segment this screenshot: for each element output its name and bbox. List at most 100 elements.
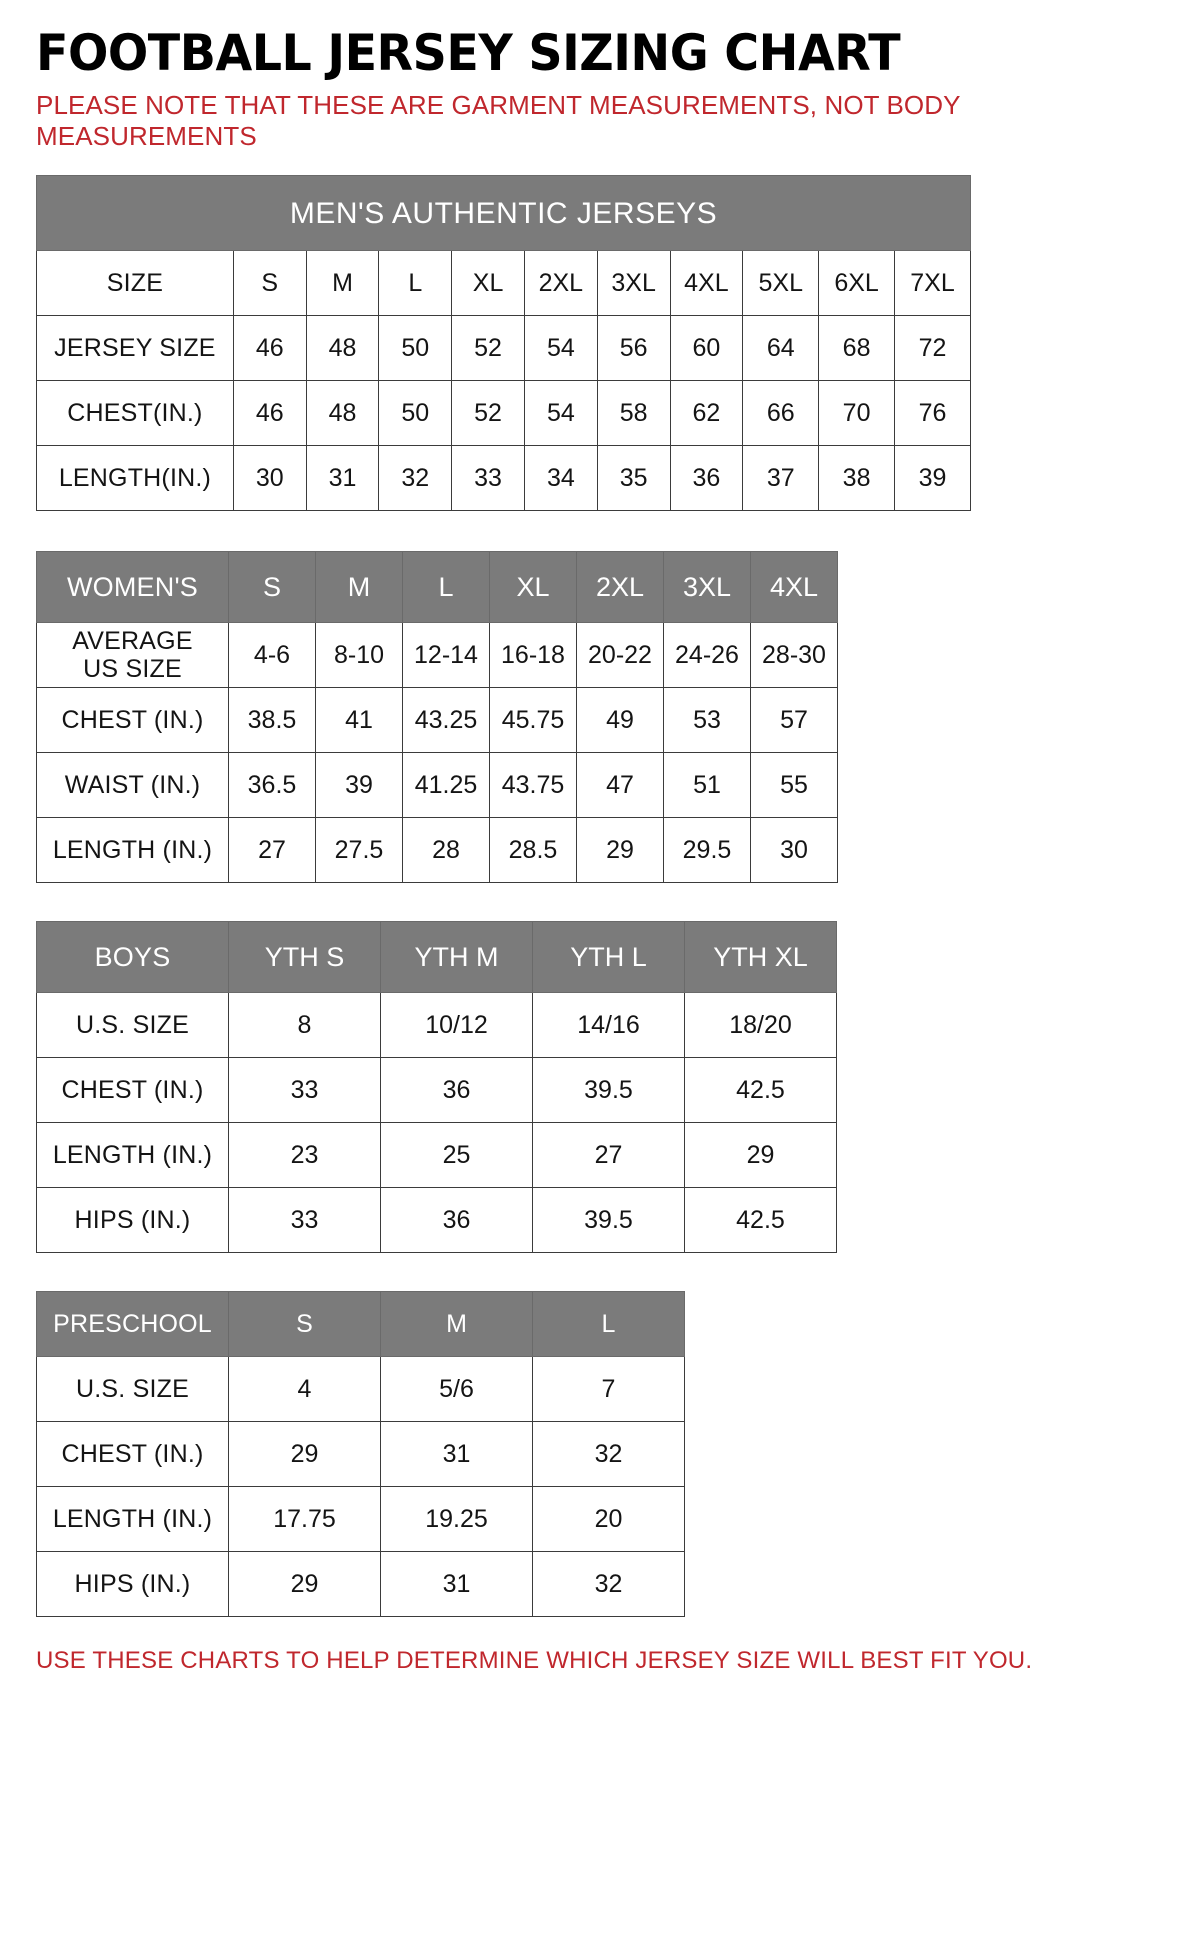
cell: 46: [232, 315, 307, 382]
cell: 33: [228, 1187, 381, 1254]
cell: 29: [228, 1421, 381, 1488]
cell: 18/20: [684, 992, 837, 1059]
womens-col-l: L: [402, 551, 490, 624]
cell: 42.5: [684, 1057, 837, 1124]
row-label-length: LENGTH (IN.): [36, 817, 229, 884]
cell: 51: [663, 752, 751, 819]
cell: 43.25: [402, 687, 490, 754]
garment-measurement-notice: PLEASE NOTE THAT THESE ARE GARMENT MEASU…: [36, 90, 961, 151]
mens-band-row: MEN'S AUTHENTIC JERSEYS: [36, 175, 971, 252]
cell: 23: [228, 1122, 381, 1189]
mens-band-title: MEN'S AUTHENTIC JERSEYS: [36, 175, 971, 252]
cell: 37: [742, 445, 820, 512]
cell: 52: [451, 380, 525, 447]
table-row: CHEST (IN.) 29 31 32: [36, 1421, 685, 1488]
boys-col-yth-s: YTH S: [228, 921, 381, 994]
preschool-col-l: L: [532, 1291, 685, 1358]
womens-col-xl: XL: [489, 551, 577, 624]
cell: 32: [532, 1551, 685, 1618]
cell: 27: [228, 817, 316, 884]
cell: 31: [380, 1421, 533, 1488]
table-row: LENGTH(IN.) 30 31 32 33 34 35 36 37 38 3…: [36, 445, 971, 512]
cell: 39: [315, 752, 403, 819]
cell: 36.5: [228, 752, 316, 819]
cell: 57: [750, 687, 838, 754]
cell: 39: [894, 445, 971, 512]
cell: 43.75: [489, 752, 577, 819]
cell: 64: [742, 315, 820, 382]
cell: 48: [305, 315, 380, 382]
womens-col-2xl: 2XL: [576, 551, 664, 624]
womens-header-row: WOMEN'S S M L XL 2XL 3XL 4XL: [36, 551, 838, 624]
cell: 36: [380, 1057, 533, 1124]
row-label-waist: WAIST (IN.): [36, 752, 229, 819]
cell: 29: [228, 1551, 381, 1618]
page-title: FOOTBALL JERSEY SIZING CHART: [36, 24, 901, 82]
cell: 29: [684, 1122, 837, 1189]
mens-col-4xl: 4XL: [669, 250, 744, 317]
mens-size-header: SIZE: [36, 250, 234, 317]
row-label-us-size: U.S. SIZE: [36, 1356, 229, 1423]
row-label-jersey-size: JERSEY SIZE: [36, 315, 234, 382]
mens-header-row: SIZE S M L XL 2XL 3XL 4XL 5XL 6XL 7XL: [36, 250, 971, 317]
cell: 28-30: [750, 622, 838, 689]
row-label-chest: CHEST (IN.): [36, 1057, 229, 1124]
cell: 17.75: [228, 1486, 381, 1553]
cell: 8: [228, 992, 381, 1059]
cell: 33: [228, 1057, 381, 1124]
cell: 60: [669, 315, 744, 382]
cell: 35: [596, 445, 671, 512]
row-label-length: LENGTH (IN.): [36, 1486, 229, 1553]
mens-col-5xl: 5XL: [742, 250, 820, 317]
cell: 36: [380, 1187, 533, 1254]
mens-sizing-table: MEN'S AUTHENTIC JERSEYS SIZE S M L XL 2X…: [36, 175, 971, 512]
cell: 31: [380, 1551, 533, 1618]
mens-col-2xl: 2XL: [523, 250, 598, 317]
row-label-length: LENGTH(IN.): [36, 445, 234, 512]
cell: 4-6: [228, 622, 316, 689]
table-row: HIPS (IN.) 29 31 32: [36, 1551, 685, 1618]
preschool-header-row: PRESCHOOL S M L: [36, 1291, 685, 1358]
row-label-average-us-size: AVERAGE US SIZE: [36, 622, 229, 689]
cell: 54: [523, 380, 598, 447]
table-row: WAIST (IN.) 36.5 39 41.25 43.75 47 51 55: [36, 752, 838, 819]
boys-title: BOYS: [36, 921, 229, 994]
table-row: LENGTH (IN.) 27 27.5 28 28.5 29 29.5 30: [36, 817, 838, 884]
cell: 45.75: [489, 687, 577, 754]
womens-col-s: S: [228, 551, 316, 624]
row-label-us-size: U.S. SIZE: [36, 992, 229, 1059]
cell: 24-26: [663, 622, 751, 689]
cell: 29.5: [663, 817, 751, 884]
table-row: LENGTH (IN.) 17.75 19.25 20: [36, 1486, 685, 1553]
cell: 25: [380, 1122, 533, 1189]
row-label-hips: HIPS (IN.): [36, 1187, 229, 1254]
preschool-sizing-table: PRESCHOOL S M L U.S. SIZE 4 5/6 7 CHEST …: [36, 1291, 685, 1618]
cell: 62: [669, 380, 744, 447]
cell: 28.5: [489, 817, 577, 884]
row-label-line1: AVERAGE: [72, 627, 193, 656]
cell: 8-10: [315, 622, 403, 689]
row-label-line2: US SIZE: [83, 655, 182, 684]
cell: 33: [451, 445, 525, 512]
table-row: U.S. SIZE 8 10/12 14/16 18/20: [36, 992, 837, 1059]
table-row: U.S. SIZE 4 5/6 7: [36, 1356, 685, 1423]
cell: 27: [532, 1122, 685, 1189]
womens-sizing-table: WOMEN'S S M L XL 2XL 3XL 4XL AVERAGE US …: [36, 551, 838, 884]
cell: 10/12: [380, 992, 533, 1059]
cell: 46: [232, 380, 307, 447]
table-row: CHEST (IN.) 33 36 39.5 42.5: [36, 1057, 837, 1124]
table-row: AVERAGE US SIZE 4-6 8-10 12-14 16-18 20-…: [36, 622, 838, 689]
mens-col-s: S: [232, 250, 307, 317]
cell: 4: [228, 1356, 381, 1423]
mens-col-l: L: [378, 250, 453, 317]
cell: 68: [818, 315, 896, 382]
cell: 42.5: [684, 1187, 837, 1254]
cell: 56: [596, 315, 671, 382]
cell: 72: [894, 315, 971, 382]
cell: 34: [523, 445, 598, 512]
cell: 30: [232, 445, 307, 512]
cell: 36: [669, 445, 744, 512]
womens-title: WOMEN'S: [36, 551, 229, 624]
row-label-length: LENGTH (IN.): [36, 1122, 229, 1189]
cell: 12-14: [402, 622, 490, 689]
